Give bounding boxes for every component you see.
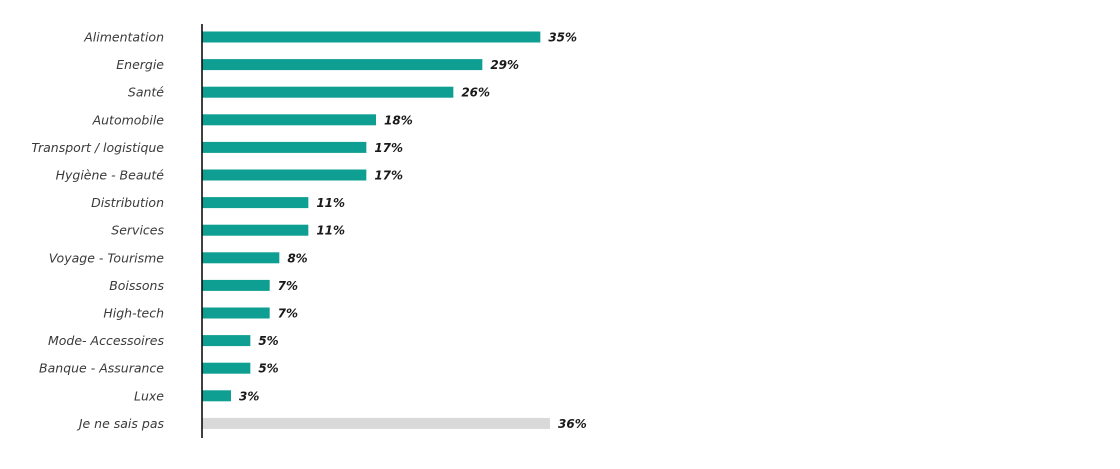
category-label-12: Banque - Assurance bbox=[39, 361, 164, 376]
category-label-0: Alimentation bbox=[83, 30, 164, 45]
value-label-9: 7% bbox=[278, 279, 298, 293]
category-label-1: Energie bbox=[116, 57, 164, 72]
bar-2 bbox=[202, 86, 454, 98]
bar-5 bbox=[202, 169, 367, 181]
value-label-0: 35% bbox=[548, 31, 577, 45]
value-label-14: 36% bbox=[558, 417, 587, 431]
value-label-2: 26% bbox=[461, 86, 490, 100]
bar-9 bbox=[202, 279, 270, 291]
value-label-7: 11% bbox=[316, 224, 345, 238]
category-label-4: Transport / logistique bbox=[31, 140, 164, 155]
value-label-13: 3% bbox=[239, 389, 259, 403]
category-label-7: Services bbox=[111, 223, 164, 238]
category-label-13: Luxe bbox=[134, 388, 164, 403]
value-label-6: 11% bbox=[316, 196, 345, 210]
value-label-11: 5% bbox=[258, 334, 278, 348]
bar-7 bbox=[202, 224, 309, 236]
category-label-6: Distribution bbox=[91, 195, 164, 210]
bar-14 bbox=[202, 417, 550, 429]
bar-4 bbox=[202, 141, 367, 153]
category-label-14: Je ne sais pas bbox=[76, 416, 165, 431]
value-label-1: 29% bbox=[490, 58, 519, 72]
bar-0 bbox=[202, 31, 541, 43]
category-label-5: Hygiène - Beauté bbox=[56, 168, 165, 183]
value-label-5: 17% bbox=[374, 169, 403, 183]
bar-6 bbox=[202, 197, 309, 209]
bar-8 bbox=[202, 252, 280, 264]
bar-1 bbox=[202, 59, 483, 71]
bar-3 bbox=[202, 114, 376, 126]
bars-group bbox=[202, 31, 550, 429]
value-label-10: 7% bbox=[278, 307, 298, 321]
category-label-10: High-tech bbox=[103, 306, 164, 321]
value-label-12: 5% bbox=[258, 362, 278, 376]
category-label-9: Boissons bbox=[109, 278, 164, 293]
bar-12 bbox=[202, 362, 251, 374]
category-label-2: Santé bbox=[128, 85, 164, 100]
value-label-8: 8% bbox=[287, 251, 307, 265]
category-label-11: Mode- Accessoires bbox=[48, 333, 165, 348]
category-label-3: Automobile bbox=[92, 112, 165, 127]
bar-13 bbox=[202, 390, 231, 402]
category-labels: Alimentation Energie Santé Automobile Transp… bbox=[31, 30, 164, 431]
category-label-8: Voyage - Tourisme bbox=[49, 250, 165, 265]
bar-11 bbox=[202, 335, 251, 347]
value-labels: 35%29%26%18%17%17%11%11%8%7%7%5%5%3%36% bbox=[239, 31, 587, 431]
value-label-4: 17% bbox=[374, 141, 403, 155]
value-label-3: 18% bbox=[384, 113, 413, 127]
bar-10 bbox=[202, 307, 270, 319]
